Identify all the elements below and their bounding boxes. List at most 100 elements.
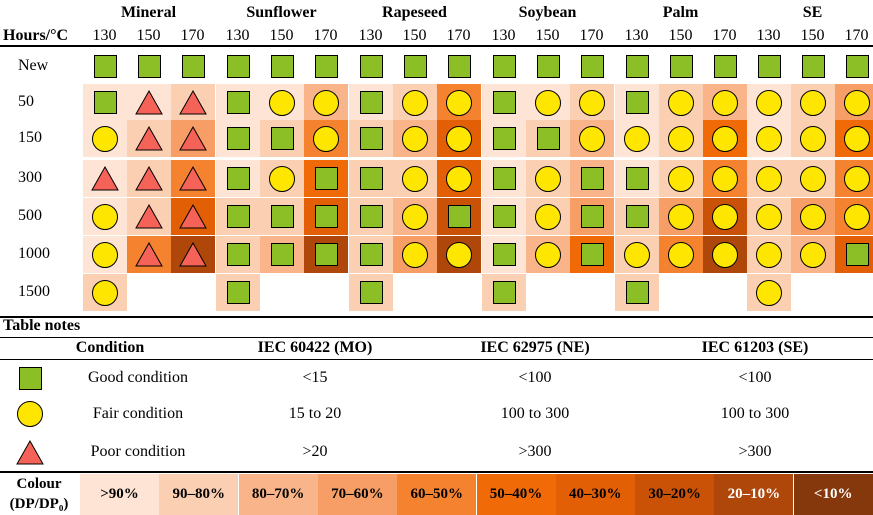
condition-square-icon <box>270 243 294 266</box>
condition-circle-icon <box>535 203 561 230</box>
condition-circle-icon <box>446 241 472 268</box>
condition-label: Fair condition <box>92 405 184 422</box>
threshold-std3: <100 <box>738 369 772 386</box>
condition-triangle-icon <box>179 166 207 191</box>
condition-square-icon <box>226 91 250 114</box>
condition-square-icon <box>492 205 516 228</box>
condition-triangle-icon <box>179 204 207 229</box>
condition-label: Good condition <box>88 369 188 386</box>
temperature-label: 150 <box>800 27 825 44</box>
condition-square-icon <box>226 281 250 304</box>
oil-name-palm: Palm <box>662 4 699 21</box>
condition-triangle-icon <box>91 166 119 191</box>
condition-square-icon <box>625 167 649 190</box>
legend-swatch: >90% <box>80 474 159 515</box>
condition-square-icon <box>93 55 117 78</box>
condition-square-icon <box>492 127 516 150</box>
condition-square-icon <box>580 243 604 266</box>
condition-square-icon <box>447 55 471 78</box>
condition-circle-icon <box>402 89 428 116</box>
condition-circle-icon <box>668 89 694 116</box>
condition-circle-icon <box>800 241 826 268</box>
temperature-label: 130 <box>491 27 516 44</box>
condition-circle-icon <box>92 203 118 230</box>
notes-bottom-divider <box>0 471 873 473</box>
condition-circle-icon <box>446 165 472 192</box>
oil-name-se: SE <box>802 4 823 21</box>
condition-square-icon <box>226 205 250 228</box>
condition-circle-icon <box>535 165 561 192</box>
legend-swatch-label: 40–30% <box>569 486 622 502</box>
notes-title: Table notes <box>3 317 81 334</box>
condition-triangle-icon <box>179 242 207 267</box>
temperature-label: 170 <box>313 27 338 44</box>
condition-square-icon <box>625 281 649 304</box>
condition-square-icon <box>845 243 869 266</box>
condition-circle-icon <box>446 125 472 152</box>
temperature-label: 150 <box>136 27 161 44</box>
temperature-label: 150 <box>402 27 427 44</box>
temperature-label: 130 <box>756 27 781 44</box>
temperature-label: 150 <box>269 27 294 44</box>
condition-square-icon <box>580 167 604 190</box>
condition-circle-icon <box>756 203 782 230</box>
condition-square-icon <box>314 205 338 228</box>
legend-swatch: <10% <box>793 474 873 515</box>
condition-circle-icon <box>402 203 428 230</box>
row-label-300: 300 <box>18 169 42 186</box>
threshold-std3: >300 <box>738 443 772 460</box>
condition-square-icon <box>359 243 383 266</box>
condition-circle-icon <box>402 125 428 152</box>
condition-circle-icon <box>579 89 605 116</box>
condition-circle-icon <box>92 241 118 268</box>
condition-square-icon <box>359 205 383 228</box>
condition-circle-icon <box>844 89 870 116</box>
legend-swatch: 40–30% <box>555 474 635 515</box>
condition-square-icon <box>580 205 604 228</box>
condition-circle-icon <box>712 241 738 268</box>
oil-name-mineral: Mineral <box>120 4 177 21</box>
condition-label: Poor condition <box>90 443 186 460</box>
legend-swatch: 60–50% <box>397 474 477 515</box>
condition-square-icon <box>625 205 649 228</box>
condition-square-icon <box>270 127 294 150</box>
temperature-label: 170 <box>446 27 471 44</box>
condition-square-icon <box>492 243 516 266</box>
condition-circle-icon <box>92 125 118 152</box>
condition-square-icon <box>669 55 693 78</box>
legend-label-line2: (DP/DP₀) <box>9 496 69 512</box>
condition-circle-icon <box>535 241 561 268</box>
condition-circle-icon <box>535 89 561 116</box>
threshold-std3: 100 to 300 <box>720 405 790 422</box>
condition-square-icon <box>492 281 516 304</box>
threshold-std1: >20 <box>302 443 328 460</box>
condition-circle-icon <box>402 165 428 192</box>
condition-square-icon <box>403 55 427 78</box>
oil-name-sunflower: Sunflower <box>246 4 317 21</box>
notes-top-divider <box>0 337 873 338</box>
condition-circle-icon <box>800 89 826 116</box>
temperature-label: 130 <box>225 27 250 44</box>
temperature-label: 170 <box>180 27 205 44</box>
temperature-label: 170 <box>579 27 604 44</box>
condition-square-icon <box>314 55 338 78</box>
condition-square-icon <box>536 127 560 150</box>
legend-swatch-label: >90% <box>100 486 139 502</box>
notes-header-iec60422: IEC 60422 (MO) <box>257 339 373 356</box>
condition-square-icon <box>359 281 383 304</box>
condition-square-icon <box>536 55 560 78</box>
condition-circle-icon <box>624 125 650 152</box>
condition-square-icon <box>492 55 516 78</box>
condition-square-icon <box>270 55 294 78</box>
condition-circle-icon <box>756 241 782 268</box>
condition-circle-icon <box>844 203 870 230</box>
legend-swatch-label: 30–20% <box>648 486 701 502</box>
condition-square-icon <box>625 55 649 78</box>
legend-label-line1: Colour <box>16 476 62 492</box>
legend-swatch-label: 60–50% <box>410 486 463 502</box>
condition-circle-icon <box>712 203 738 230</box>
row-label-150: 150 <box>18 129 42 146</box>
legend-swatch-label: 70–60% <box>331 486 384 502</box>
temperature-label: 150 <box>535 27 560 44</box>
legend-swatch: 30–20% <box>635 474 715 515</box>
